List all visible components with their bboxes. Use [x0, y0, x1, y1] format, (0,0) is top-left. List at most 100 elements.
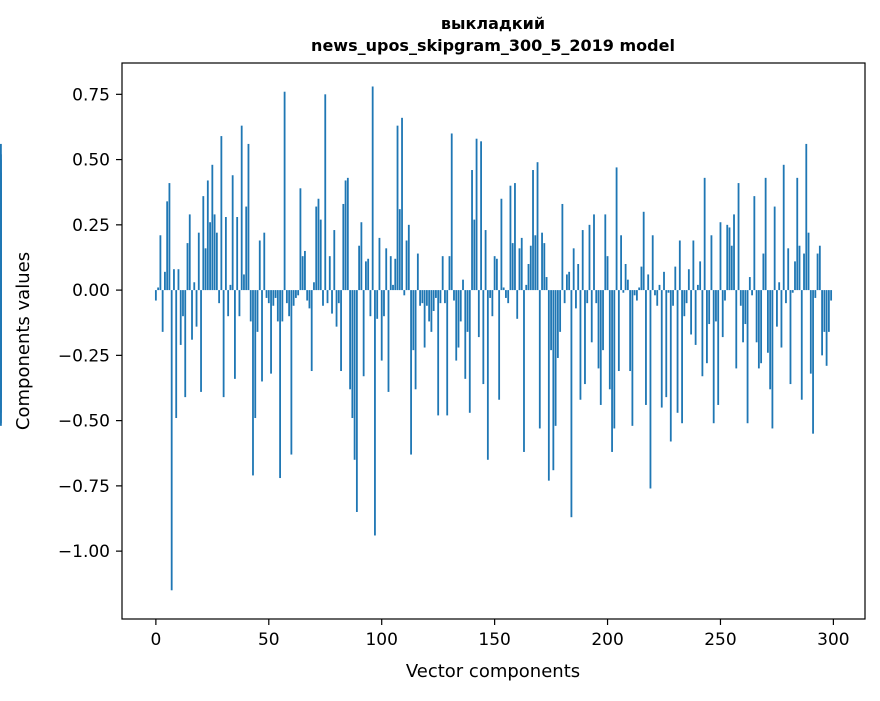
bar [355, 290, 358, 512]
bar [816, 253, 819, 291]
bar [742, 290, 744, 343]
bar [570, 290, 573, 518]
bar [249, 290, 252, 322]
bar [550, 290, 552, 351]
bar [730, 245, 733, 291]
x-tick-label: 200 [591, 630, 623, 650]
bar [617, 290, 620, 372]
bar [385, 248, 388, 291]
bar [667, 290, 670, 293]
bar [224, 217, 227, 291]
bar [588, 224, 591, 291]
bar [222, 290, 225, 398]
bar [197, 232, 200, 291]
bar [622, 290, 625, 293]
bar [674, 266, 677, 291]
bar [782, 164, 785, 291]
y-tick-label: −1.00 [58, 542, 110, 562]
bar [416, 253, 419, 291]
bar [706, 290, 708, 364]
bar [491, 290, 494, 317]
bar [615, 167, 618, 291]
bar [423, 290, 426, 348]
bar [658, 284, 661, 291]
bar [209, 222, 211, 291]
bar [547, 290, 550, 481]
bar [678, 240, 681, 291]
bar [236, 217, 239, 291]
bar [480, 141, 482, 291]
y-tick-label: 0.50 [72, 151, 110, 171]
bar [227, 290, 230, 317]
bar [191, 290, 193, 340]
chart-title-line-1: выкладкий [441, 14, 545, 33]
bar [367, 258, 370, 291]
bar [633, 290, 636, 296]
chart-title-line-2: news_upos_skipgram_300_5_2019 model [311, 36, 675, 55]
bar [579, 290, 582, 400]
bar [453, 290, 455, 301]
bar [0, 290, 2, 426]
bar [676, 290, 679, 413]
bar [437, 290, 440, 416]
bar [796, 177, 799, 291]
bar [428, 290, 431, 322]
bar [218, 290, 221, 304]
bar [489, 290, 492, 298]
bar [353, 290, 356, 460]
bar [455, 290, 458, 361]
bar [672, 290, 674, 306]
bar [252, 290, 254, 476]
bar [552, 290, 555, 471]
bar [279, 290, 281, 479]
bar [572, 248, 575, 291]
bar [523, 290, 525, 452]
bar [292, 290, 295, 306]
bar [764, 177, 767, 291]
bar [757, 290, 760, 369]
bar [629, 290, 632, 372]
bar [421, 290, 424, 304]
bar [349, 290, 351, 390]
bar [825, 290, 828, 366]
bar [267, 290, 270, 304]
bar [805, 143, 808, 291]
bar [441, 256, 444, 291]
bar [473, 219, 476, 291]
bar [281, 290, 284, 322]
bar [448, 256, 451, 291]
bar [762, 253, 765, 291]
bar [439, 290, 442, 304]
y-tick-label: −0.50 [58, 412, 110, 432]
bar [304, 250, 306, 291]
bar [575, 290, 577, 309]
bar [371, 86, 374, 291]
bar [640, 266, 643, 291]
bar [769, 290, 772, 390]
bar [696, 284, 699, 291]
bar [351, 290, 354, 419]
bar [656, 290, 659, 306]
bar [717, 290, 720, 405]
bar [166, 201, 169, 291]
bar [636, 290, 638, 301]
bar [791, 290, 794, 293]
bar [346, 177, 349, 291]
bar [301, 256, 304, 291]
bar [735, 290, 738, 369]
bar [294, 290, 297, 298]
bar [766, 290, 769, 353]
bar [776, 290, 778, 327]
bar [170, 290, 173, 591]
bar [830, 290, 833, 301]
bar [365, 261, 367, 291]
bar [184, 290, 187, 398]
bar [556, 290, 559, 358]
bar [683, 290, 686, 317]
y-tick-label: −0.25 [58, 346, 110, 366]
bar [712, 290, 715, 424]
bar [459, 290, 462, 322]
bar [387, 290, 390, 392]
bar [744, 290, 747, 325]
